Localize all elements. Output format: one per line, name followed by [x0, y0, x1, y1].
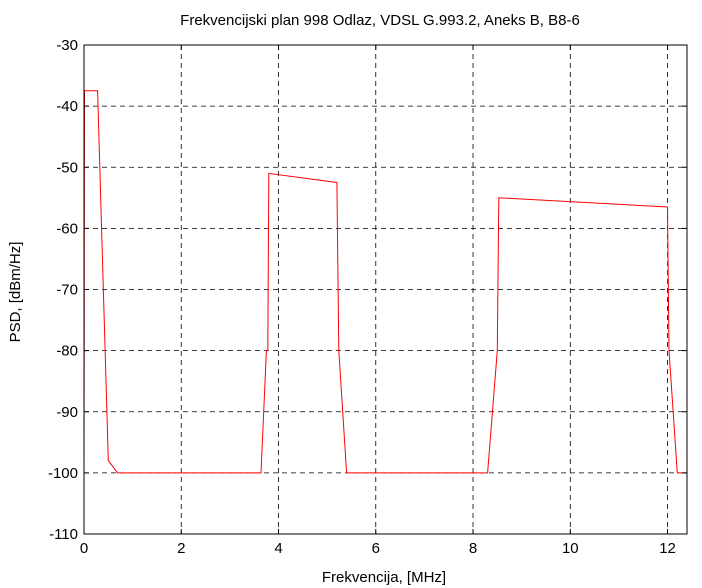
plot-area — [83, 90, 687, 474]
ticks: 0 2 4 6 8 10 12 -30 -40 -50 -60 -70 -80 -90 -100 -110 — [48, 37, 687, 557]
psd-series-line — [83, 90, 687, 474]
y-tick-label: -80 — [56, 343, 78, 360]
x-tick-label: 12 — [659, 540, 676, 557]
x-tick-label: 0 — [80, 540, 88, 557]
plot-frame — [83, 44, 688, 535]
y-axis-label: PSD, [dBm/Hz] — [7, 242, 24, 343]
x-tick-label: 10 — [562, 540, 579, 557]
x-tick-label: 8 — [469, 540, 477, 557]
y-tick-label: -40 — [56, 98, 78, 115]
x-tick-label: 4 — [274, 540, 282, 557]
y-tick-label: -60 — [56, 220, 78, 237]
y-tick-label: -110 — [49, 526, 78, 543]
y-tick-label: -30 — [56, 37, 78, 54]
y-tick-label: -100 — [48, 465, 78, 482]
x-axis-label: Frekvencija, [MHz] — [322, 569, 446, 586]
y-tick-label: -50 — [56, 159, 78, 176]
x-tick-label: 6 — [372, 540, 380, 557]
chart-title: Frekvencijski plan 998 Odlaz, VDSL G.993… — [180, 12, 580, 29]
x-tick-label: 2 — [177, 540, 185, 557]
y-tick-label: -70 — [56, 282, 78, 299]
y-tick-label: -90 — [56, 404, 78, 421]
